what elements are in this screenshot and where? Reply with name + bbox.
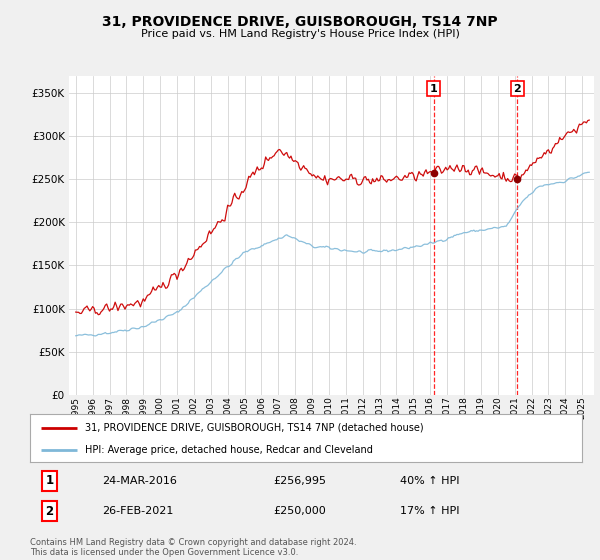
- Text: Contains HM Land Registry data © Crown copyright and database right 2024.
This d: Contains HM Land Registry data © Crown c…: [30, 538, 356, 557]
- Text: 40% ↑ HPI: 40% ↑ HPI: [400, 476, 460, 486]
- Text: £256,995: £256,995: [273, 476, 326, 486]
- Text: 2: 2: [45, 505, 53, 517]
- Text: 31, PROVIDENCE DRIVE, GUISBOROUGH, TS14 7NP: 31, PROVIDENCE DRIVE, GUISBOROUGH, TS14 …: [102, 15, 498, 29]
- Text: HPI: Average price, detached house, Redcar and Cleveland: HPI: Average price, detached house, Redc…: [85, 445, 373, 455]
- Text: 26-FEB-2021: 26-FEB-2021: [102, 506, 173, 516]
- Text: 24-MAR-2016: 24-MAR-2016: [102, 476, 176, 486]
- Text: 31, PROVIDENCE DRIVE, GUISBOROUGH, TS14 7NP (detached house): 31, PROVIDENCE DRIVE, GUISBOROUGH, TS14 …: [85, 423, 424, 433]
- Text: 17% ↑ HPI: 17% ↑ HPI: [400, 506, 460, 516]
- Text: 1: 1: [430, 83, 437, 94]
- Text: 2: 2: [514, 83, 521, 94]
- Text: 1: 1: [45, 474, 53, 487]
- Text: £250,000: £250,000: [273, 506, 326, 516]
- Text: Price paid vs. HM Land Registry's House Price Index (HPI): Price paid vs. HM Land Registry's House …: [140, 29, 460, 39]
